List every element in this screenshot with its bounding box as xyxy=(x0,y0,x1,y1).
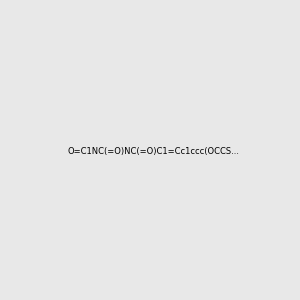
Text: O=C1NC(=O)NC(=O)C1=Cc1ccc(OCCS...: O=C1NC(=O)NC(=O)C1=Cc1ccc(OCCS... xyxy=(68,147,240,156)
